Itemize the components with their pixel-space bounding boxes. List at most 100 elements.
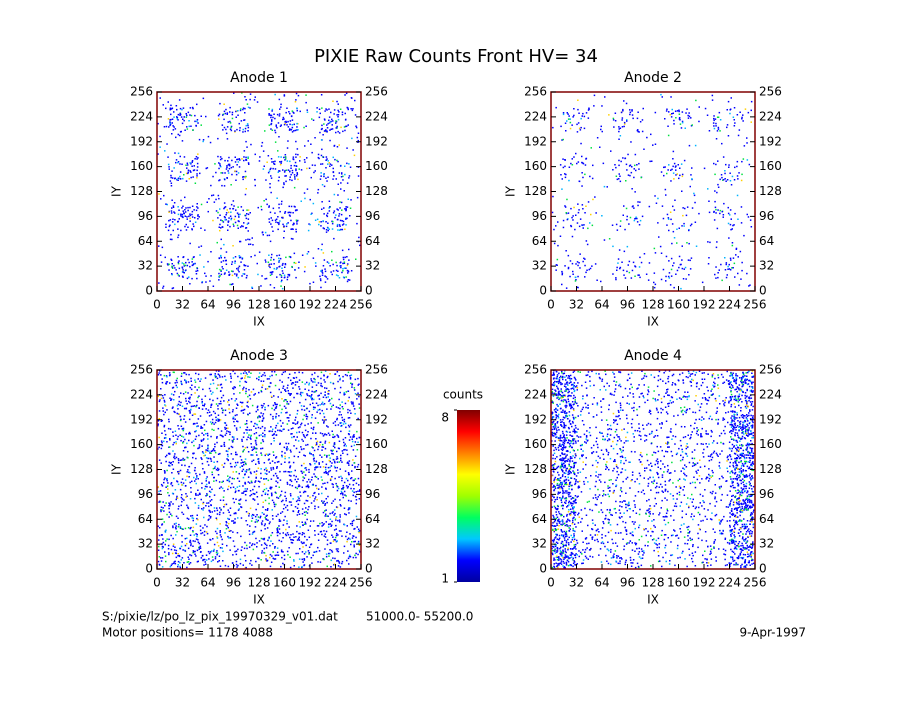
pixel: [589, 175, 591, 178]
pixel: [274, 462, 276, 464]
pixel: [211, 418, 214, 421]
pixel: [342, 262, 344, 265]
pixel: [203, 534, 206, 536]
pixel: [326, 261, 329, 263]
pixel: [249, 398, 252, 400]
pixel: [355, 126, 358, 129]
pixel: [235, 563, 238, 566]
pixel: [694, 144, 697, 147]
pixel: [219, 523, 221, 525]
pixel: [638, 266, 641, 268]
pixel: [315, 442, 318, 444]
pixel: [285, 390, 287, 392]
pixel: [293, 560, 295, 562]
pixel: [686, 206, 689, 208]
pixel: [234, 372, 236, 375]
pixel: [215, 375, 217, 378]
pixel: [275, 485, 277, 487]
pixel: [317, 525, 320, 527]
pixel: [311, 476, 313, 478]
pixel: [291, 169, 294, 172]
pixel: [247, 451, 250, 453]
pixel: [289, 414, 291, 416]
pixel: [191, 160, 194, 162]
pixel: [163, 194, 165, 197]
pixel: [287, 471, 289, 473]
pixel: [353, 408, 356, 410]
pixel: [313, 449, 316, 452]
pixel: [558, 379, 561, 381]
pixel: [192, 517, 195, 520]
pixel: [249, 482, 251, 484]
pixel: [340, 430, 342, 433]
pixel: [293, 252, 296, 255]
pixel: [238, 480, 241, 482]
pixel: [278, 525, 280, 527]
pixel: [264, 509, 267, 511]
panel-title: Anode 3: [230, 348, 288, 364]
pixel: [265, 179, 267, 181]
pixel: [257, 458, 260, 460]
pixel: [275, 406, 278, 408]
pixel: [272, 428, 274, 431]
pixel: [198, 548, 200, 550]
pixel: [741, 118, 743, 120]
pixel: [253, 471, 256, 473]
pixel: [337, 487, 340, 490]
pixel: [200, 439, 203, 442]
pixel: [332, 536, 334, 538]
pixel: [314, 378, 316, 381]
pixel: [640, 176, 642, 179]
pixel: [217, 414, 220, 416]
pixel: [256, 377, 258, 380]
pixel: [319, 275, 321, 278]
pixel: [170, 393, 173, 395]
pixel: [290, 173, 292, 176]
pixel: [182, 107, 185, 109]
pixel: [357, 417, 359, 420]
pixel: [243, 176, 245, 178]
pixel: [182, 440, 185, 443]
pixel: [271, 460, 274, 462]
pixel: [344, 374, 347, 376]
pixel: [295, 416, 297, 419]
pixel: [344, 448, 346, 451]
pixel: [214, 443, 216, 445]
pixel: [167, 163, 170, 166]
pixel: [271, 120, 273, 122]
pixel: [271, 226, 273, 228]
pixel: [270, 217, 272, 219]
pixel: [279, 220, 281, 222]
pixel: [244, 96, 246, 98]
pixel: [324, 447, 327, 450]
y2-tick-label: 256: [365, 85, 388, 99]
pixel: [273, 437, 275, 439]
pixel: [633, 176, 635, 179]
pixel: [252, 488, 254, 491]
pixel: [302, 491, 305, 494]
pixel: [178, 554, 180, 557]
pixel: [194, 413, 197, 415]
pixel: [207, 444, 209, 447]
pixel: [678, 109, 680, 111]
pixel: [237, 517, 239, 519]
pixel: [678, 113, 681, 115]
pixel: [343, 391, 345, 394]
pixel: [194, 540, 196, 543]
pixel: [254, 184, 256, 187]
pixel: [170, 548, 173, 551]
pixel: [280, 160, 283, 163]
pixel: [322, 227, 325, 229]
pixel: [175, 556, 178, 559]
pixel: [328, 459, 330, 462]
pixel: [567, 212, 570, 214]
pixel: [210, 460, 213, 462]
pixel: [161, 432, 163, 434]
pixel: [185, 229, 188, 231]
pixel: [582, 227, 584, 229]
pixel: [181, 478, 184, 480]
x-tick-label: 96: [226, 298, 241, 312]
pixel: [667, 134, 670, 137]
x-tick-label: 96: [226, 576, 241, 590]
pixel: [684, 266, 687, 269]
